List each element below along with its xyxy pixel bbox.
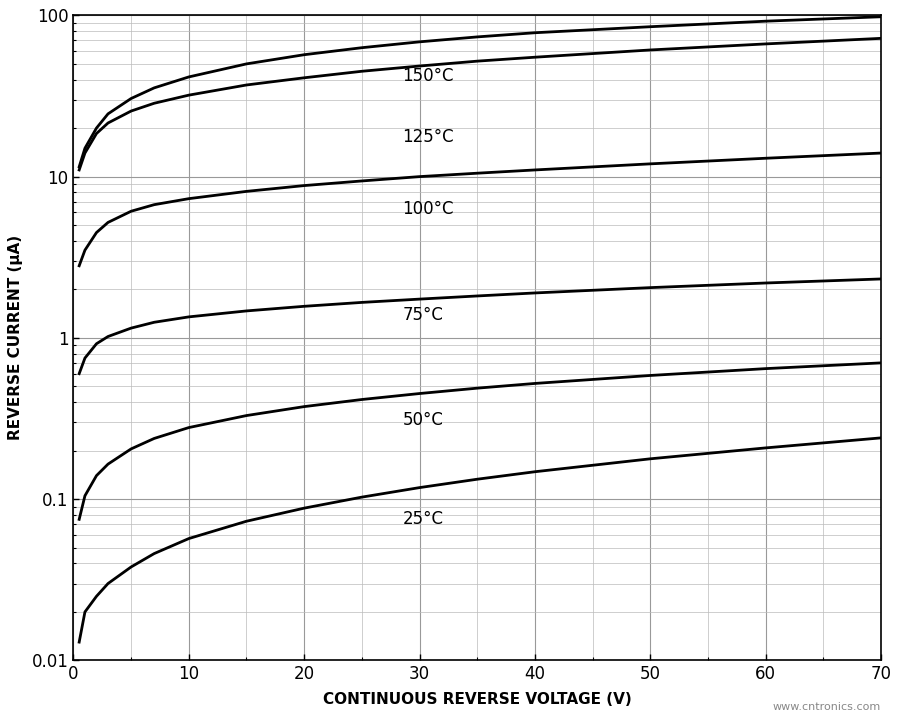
Text: 125°C: 125°C (402, 129, 454, 147)
Text: www.cntronics.com: www.cntronics.com (773, 702, 881, 712)
Text: 50°C: 50°C (402, 411, 443, 429)
Text: 25°C: 25°C (402, 511, 444, 528)
Text: 100°C: 100°C (402, 200, 454, 218)
X-axis label: CONTINUOUS REVERSE VOLTAGE (V): CONTINUOUS REVERSE VOLTAGE (V) (323, 691, 632, 706)
Text: 150°C: 150°C (402, 67, 454, 85)
Text: 75°C: 75°C (402, 306, 443, 325)
Y-axis label: REVERSE CURRENT (μA): REVERSE CURRENT (μA) (8, 235, 23, 440)
